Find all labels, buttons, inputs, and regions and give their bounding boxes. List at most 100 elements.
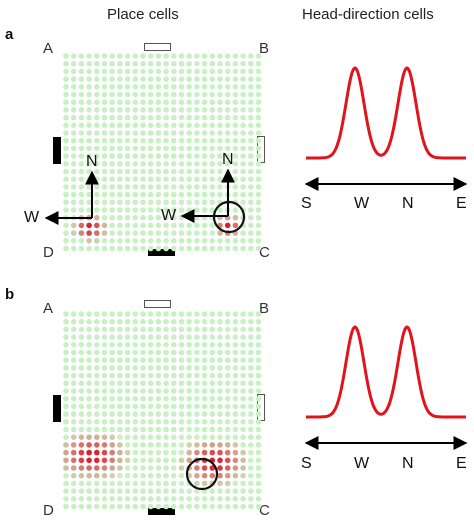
top-white-cue [144, 300, 171, 308]
place-cell-dot [132, 480, 139, 487]
place-cell-dot [94, 457, 100, 464]
place-cell-dot [147, 388, 154, 394]
place-cell-dot [86, 503, 92, 510]
place-cell-dot [163, 480, 169, 487]
place-cell-dot [240, 76, 246, 82]
place-cell-dot [155, 411, 162, 417]
place-cell-dot [201, 53, 208, 59]
place-cell-dot [78, 488, 85, 494]
place-cell-dot [132, 161, 139, 167]
place-cell-dot [101, 457, 108, 464]
place-cell-dot [78, 184, 85, 190]
place-cell-dot [94, 122, 100, 129]
place-cell-dot [224, 68, 231, 75]
place-cell-dot [140, 145, 146, 152]
place-cell-dot [70, 137, 77, 144]
place-cell-dot [248, 145, 254, 152]
place-cell-dot [255, 334, 262, 340]
place-cell-dot [78, 395, 85, 402]
place-cell-dot [63, 465, 69, 471]
place-cell-dot [248, 214, 254, 221]
tuning-curve-b [306, 325, 466, 419]
place-cell-dot [209, 357, 216, 364]
place-cell-dot [186, 426, 192, 433]
place-cell-dot [132, 130, 139, 136]
place-cell-dot [186, 488, 192, 494]
place-cell-dot [86, 153, 92, 159]
place-cell-dot [232, 457, 239, 464]
place-cell-dot [109, 442, 115, 448]
place-cell-dot [163, 207, 169, 213]
place-cell-dot [232, 214, 239, 221]
place-cell-dot [248, 465, 254, 471]
place-cell-dot [255, 342, 262, 348]
current-position-circle [212, 200, 246, 234]
place-cell-dot [117, 426, 123, 433]
place-cell-dot [86, 442, 92, 448]
place-cell-dot [186, 107, 192, 113]
place-cell-dot [194, 426, 200, 433]
place-cell-dot [147, 130, 154, 136]
place-cell-dot [117, 349, 123, 356]
place-cell-dot [232, 99, 239, 105]
place-cell-dot [163, 395, 169, 402]
place-cell-dot [163, 114, 169, 121]
place-cell-dot [255, 130, 262, 136]
place-cell-dot [78, 465, 85, 471]
place-cell-dot [117, 480, 123, 487]
place-cell-dot [171, 230, 177, 236]
place-cell-dot [117, 230, 123, 236]
place-cell-dot [70, 230, 77, 236]
place-cell-dot [147, 145, 154, 152]
place-cell-dot [232, 207, 239, 213]
place-cell-dot [147, 60, 154, 67]
place-cell-dot [117, 145, 123, 152]
place-cell-dot [201, 357, 208, 364]
place-cell-dot [147, 372, 154, 379]
place-cell-grid-b [63, 311, 262, 510]
place-cell-dot [240, 411, 246, 417]
place-cell-dot [101, 130, 108, 136]
place-cell-dot [171, 349, 177, 356]
place-cell-dot [186, 326, 192, 333]
compass-right-n: N [222, 151, 234, 168]
place-cell-dot [163, 342, 169, 348]
place-cell-dot [63, 99, 69, 105]
place-cell-dot [101, 60, 108, 67]
place-cell-dot [155, 91, 162, 98]
place-cell-dot [117, 372, 123, 379]
place-cell-dot [248, 442, 254, 448]
place-cell-dot [86, 365, 92, 371]
place-cell-dot [132, 488, 139, 494]
place-cell-dot [201, 245, 208, 252]
place-cell-dot [194, 99, 200, 105]
place-cell-dot [255, 380, 262, 387]
place-cell-dot [132, 334, 139, 340]
place-cell-dot [240, 372, 246, 379]
place-cell-dot [70, 349, 77, 356]
place-cell-dot [217, 153, 223, 159]
place-cell-dot [240, 403, 246, 410]
place-cell-dot [63, 496, 69, 502]
place-cell-dot [201, 176, 208, 182]
place-cell-dot [94, 311, 100, 317]
place-cell-dot [232, 372, 239, 379]
place-cell-dot [171, 199, 177, 206]
place-cell-dot [217, 403, 223, 410]
place-cell-dot [117, 161, 123, 167]
place-cell-dot [124, 472, 131, 479]
place-cell-dot [86, 342, 92, 348]
place-cell-dot [140, 222, 146, 229]
place-cell-dot [171, 472, 177, 479]
place-cell-dot [224, 245, 231, 252]
place-cell-dot [178, 488, 185, 494]
place-cell-dot [217, 245, 223, 252]
place-cell-dot [163, 496, 169, 502]
place-cell-dot [194, 122, 200, 129]
place-cell-dot [78, 137, 85, 144]
place-cell-dot [232, 76, 239, 82]
place-cell-dot [132, 60, 139, 67]
place-cell-dot [147, 122, 154, 129]
place-cell-dot [155, 122, 162, 129]
place-cell-dot [178, 99, 185, 105]
